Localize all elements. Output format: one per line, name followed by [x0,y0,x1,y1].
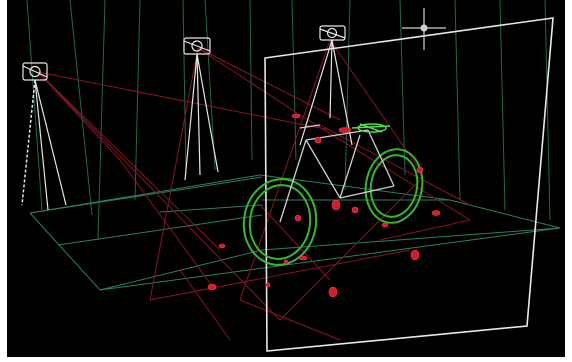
bicycle-frame [279,124,395,223]
bicycle-rear-wheel [364,148,424,224]
tracking-rays [37,39,471,341]
bicycle-front-wheel [242,178,318,266]
camera-rig-1[interactable] [21,62,67,211]
grid-lines [26,0,551,241]
projection-plane [264,17,554,352]
camera-lens-icon [29,65,41,78]
rider-figure [351,123,391,133]
camera-lens-icon [326,27,338,39]
crosshair-light-icon[interactable] [402,8,446,50]
tracking-markers [207,113,441,298]
camera-lens-icon [191,40,203,52]
bicycle-model[interactable] [238,123,428,270]
camera-rig-2[interactable] [183,37,219,181]
